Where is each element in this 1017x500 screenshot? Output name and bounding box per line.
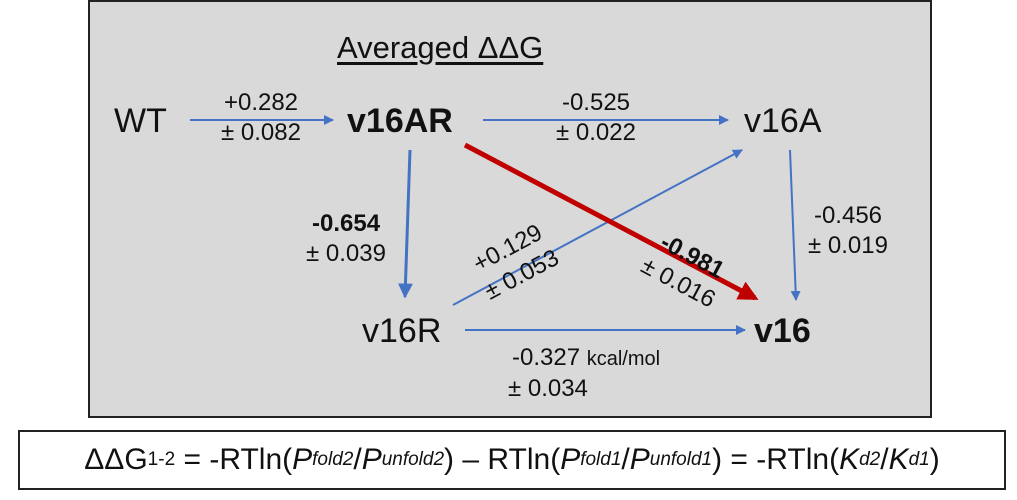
formula-text: ) = -RTln(	[712, 443, 840, 476]
formula-text: = -RTln(	[183, 443, 293, 476]
formula-text: /	[880, 443, 889, 476]
edge-v16a-v16-label: -0.456 ± 0.019	[795, 201, 901, 261]
node-wt: WT	[114, 102, 167, 140]
formula-var: P	[560, 443, 581, 476]
formula-sub: fold1	[580, 449, 622, 470]
edge-v16r-v16-label: -0.327 kcal/mol ± 0.034	[500, 343, 710, 404]
edge-unit: kcal/mol	[586, 348, 661, 370]
edge-v16ar-v16r-label: -0.654 ± 0.039	[294, 209, 398, 269]
edge-v16ar-v16a-label: -0.525 ± 0.022	[540, 88, 652, 148]
node-v16ar: v16AR	[347, 102, 453, 140]
edge-value: -0.525	[561, 89, 631, 116]
formula-text: /	[353, 443, 362, 476]
edge-error: ± 0.019	[808, 232, 888, 259]
formula-lhs: ΔΔG	[84, 443, 148, 476]
edge-error: ± 0.022	[556, 119, 636, 146]
node-v16a: v16A	[744, 102, 822, 140]
formula-sub: unfold1	[649, 449, 713, 470]
formula-sub: unfold2	[381, 449, 445, 470]
formula-text: ) – RTln(	[444, 443, 561, 476]
formula-var: P	[361, 443, 382, 476]
arrow-v16a-to-v16	[789, 149, 801, 301]
node-v16r: v16R	[362, 312, 442, 350]
formula-text: /	[621, 443, 630, 476]
formula-var: K	[839, 443, 860, 476]
arrow-v16ar-to-v16	[463, 142, 759, 301]
node-v16: v16	[754, 312, 811, 350]
formula-var: P	[292, 443, 313, 476]
diagram-panel	[88, 0, 932, 418]
edge-value: +0.282	[223, 89, 299, 116]
formula-sub: d2	[859, 449, 881, 470]
formula-var: K	[888, 443, 909, 476]
edge-error: ± 0.039	[306, 240, 386, 267]
edge-value-line: -0.327 kcal/mol	[500, 343, 710, 374]
edge-error: ± 0.082	[221, 119, 301, 146]
formula-lhs-sub: 1-2	[147, 449, 176, 470]
edge-error: ± 0.034	[508, 375, 588, 402]
formula-text: )	[929, 443, 940, 476]
edge-value: -0.327	[512, 344, 581, 371]
edge-value: -0.654	[312, 210, 381, 237]
arrow-v16r-to-v16a	[452, 149, 743, 306]
formula-sub: fold2	[312, 449, 354, 470]
formula-sub: d1	[908, 449, 930, 470]
diagram-title: Averaged ΔΔG	[337, 30, 544, 65]
diagram-arrows	[190, 115, 801, 335]
edge-wt-v16ar-label: +0.282 ± 0.082	[205, 88, 317, 148]
arrow-v16ar-to-v16r	[397, 149, 413, 299]
formula-var: P	[629, 443, 650, 476]
edge-value: -0.456	[813, 202, 883, 229]
